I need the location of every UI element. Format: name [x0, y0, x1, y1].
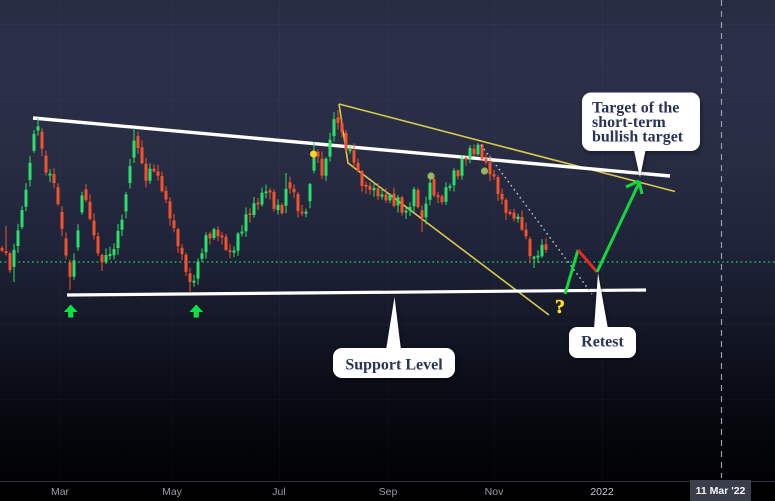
svg-text:Target of the: Target of the — [592, 100, 679, 117]
svg-text:Retest: Retest — [581, 334, 624, 351]
svg-text:?: ? — [555, 296, 565, 318]
svg-text:Support Level: Support Level — [345, 357, 443, 374]
svg-text:bullish target: bullish target — [592, 129, 684, 146]
svg-text:short-term: short-term — [592, 114, 666, 131]
